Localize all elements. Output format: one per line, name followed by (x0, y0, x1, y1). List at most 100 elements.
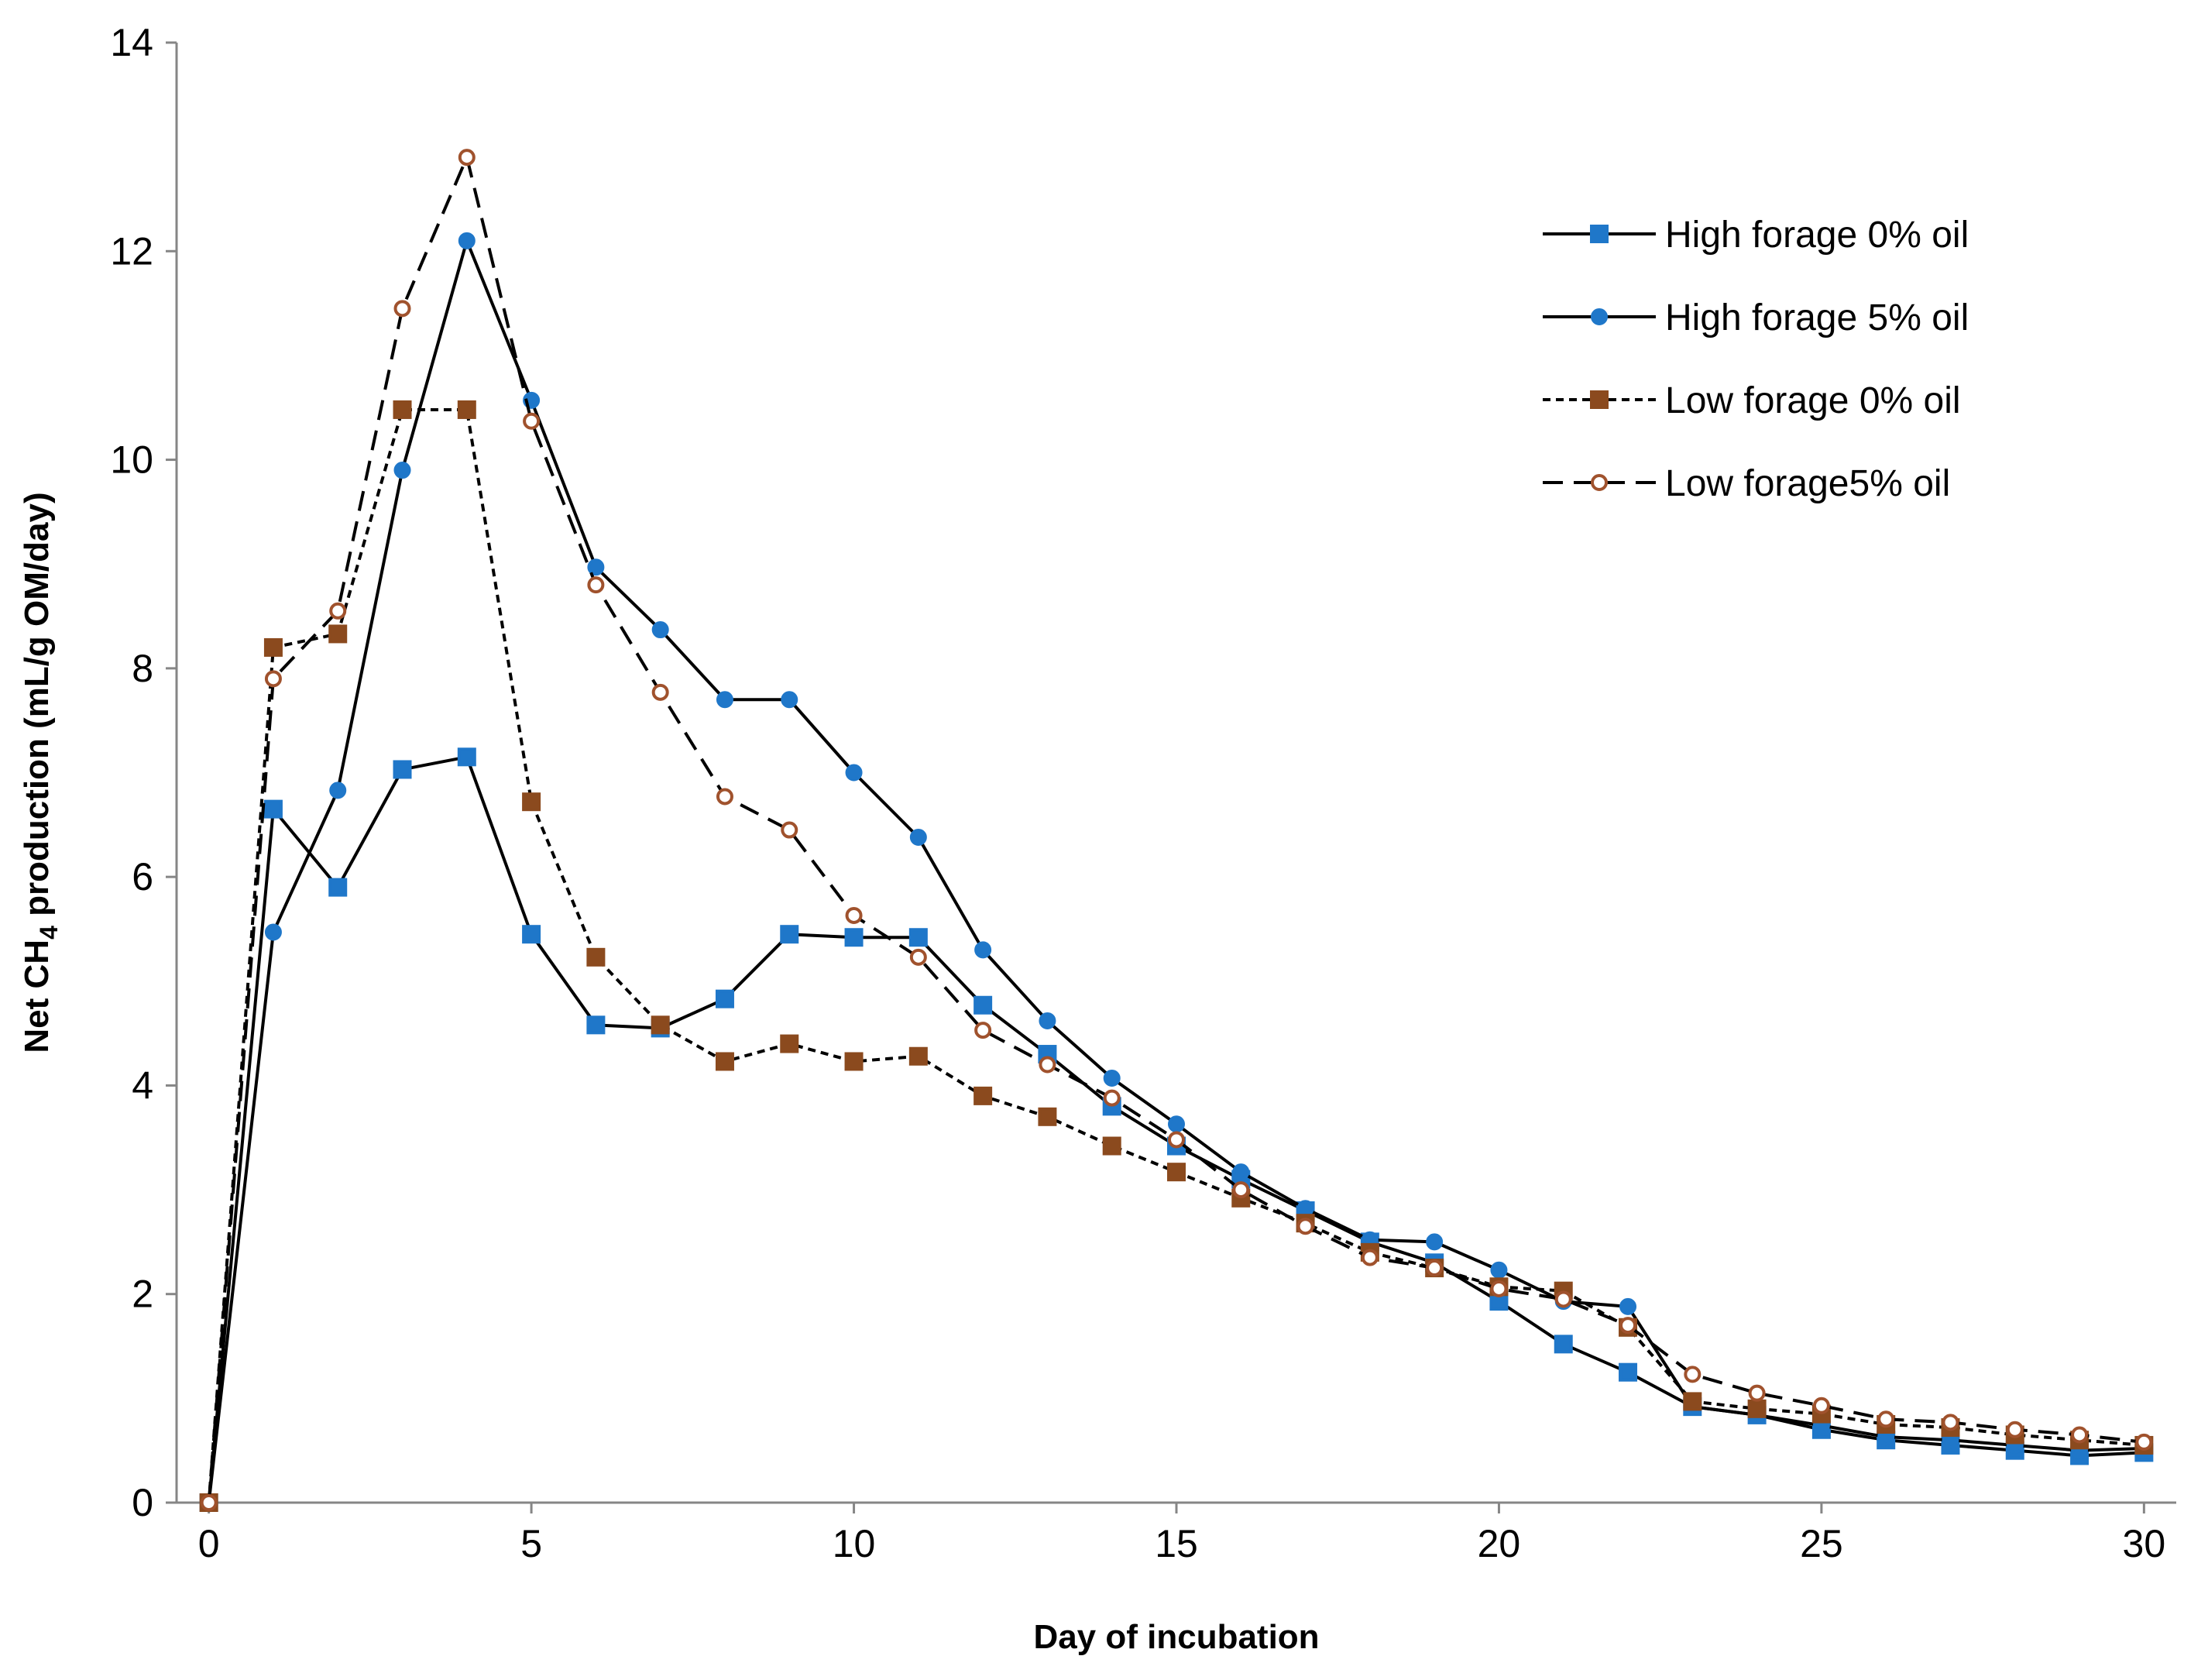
data-point (1747, 1399, 1767, 1418)
x-tick-label: 0 (198, 1522, 220, 1565)
data-point (2135, 1433, 2153, 1451)
legend-marker (1591, 474, 1608, 491)
series-line (207, 156, 2144, 1503)
data-point (1232, 1163, 1250, 1181)
series-line (207, 407, 2144, 1503)
data-point (1877, 1410, 1895, 1428)
data-point (781, 691, 798, 709)
data-point (715, 989, 734, 1008)
legend-label: High forage 5% oil (1665, 297, 1969, 338)
x-tick-label: 10 (833, 1522, 876, 1565)
y-axis-title-subscript: 4 (35, 926, 63, 940)
data-point (2071, 1426, 2089, 1444)
data-point (393, 400, 412, 419)
data-point (1102, 1136, 1121, 1156)
data-point (2006, 1421, 2024, 1438)
data-point (1296, 1218, 1314, 1235)
data-point (1554, 1335, 1573, 1354)
legend-label: Low forage 0% oil (1665, 380, 1961, 421)
data-point (845, 906, 863, 924)
data-point (329, 782, 347, 799)
data-point (1168, 1115, 1185, 1133)
legend-item: Low forage 0% oil (1543, 380, 1961, 421)
legend-label: High forage 0% oil (1665, 215, 1969, 256)
data-point (1103, 1089, 1121, 1107)
legend-item: High forage 0% oil (1543, 215, 1969, 256)
data-point (716, 691, 733, 709)
data-point (1426, 1233, 1444, 1251)
data-point (651, 1015, 670, 1035)
data-point (263, 637, 283, 657)
series-2 (200, 232, 2153, 1511)
data-point (651, 621, 669, 639)
data-point (522, 925, 541, 944)
legend-marker (1590, 225, 1609, 243)
data-point (908, 1046, 928, 1066)
data-point (715, 1052, 734, 1071)
data-point (458, 232, 476, 249)
data-point (393, 462, 411, 479)
legend: High forage 0% oil High forage 5% oil Low … (1543, 215, 1969, 504)
legend-marker (1591, 308, 1608, 325)
data-point (523, 412, 541, 430)
data-point (651, 683, 669, 701)
data-point (1683, 1392, 1702, 1411)
data-point (1232, 1181, 1250, 1199)
y-tick-label: 10 (110, 438, 153, 482)
data-point (1490, 1261, 1508, 1279)
data-point (457, 747, 476, 767)
data-point (1619, 1362, 1638, 1382)
data-point (1942, 1414, 1959, 1431)
data-point (586, 1015, 606, 1035)
y-tick-label: 0 (132, 1481, 153, 1524)
data-point (1038, 1107, 1057, 1126)
data-point (263, 799, 283, 819)
data-point (393, 300, 411, 318)
data-point (909, 828, 927, 846)
x-tick-label: 15 (1155, 1522, 1198, 1565)
data-point (845, 764, 863, 782)
data-point (329, 602, 347, 620)
data-point (1684, 1366, 1701, 1383)
data-point (974, 1022, 992, 1039)
y-tick-label: 14 (110, 21, 153, 64)
data-point (1296, 1200, 1314, 1218)
data-point (200, 1494, 218, 1511)
y-tick-label: 12 (110, 229, 153, 273)
series-line (207, 239, 2144, 1503)
data-point (522, 792, 541, 812)
data-point (974, 1086, 993, 1105)
series-4 (200, 149, 2153, 1511)
data-point (781, 821, 798, 839)
axes: 0 2 4 6 8 10 12 14 0 5 10 15 20 25 30 (110, 21, 2176, 1565)
x-tick-label: 20 (1478, 1522, 1521, 1565)
data-point (587, 576, 605, 594)
legend-label: Low forage5% oil (1665, 463, 1950, 504)
data-point (1490, 1280, 1508, 1297)
data-point (780, 925, 799, 944)
y-axis-title: Net CH4 production (mL/g OM/day) (18, 492, 63, 1053)
x-tick-label: 5 (520, 1522, 542, 1565)
data-point (264, 923, 282, 941)
data-point (1748, 1384, 1766, 1402)
data-point (1812, 1397, 1830, 1414)
y-tick-label: 8 (132, 647, 153, 690)
series-layer (199, 149, 2154, 1512)
data-point (328, 878, 348, 897)
x-tick-label: 30 (2123, 1522, 2166, 1565)
data-point (780, 1034, 799, 1053)
legend-marker (1590, 390, 1609, 409)
y-axis-title-suffix: production (mL/g OM/day) (18, 492, 56, 926)
data-point (908, 928, 928, 947)
data-point (844, 1052, 864, 1071)
y-tick-label: 4 (132, 1063, 153, 1107)
data-point (587, 558, 605, 576)
legend-item: High forage 5% oil (1543, 297, 1969, 338)
y-tick-label: 2 (132, 1273, 153, 1316)
data-point (974, 941, 992, 959)
data-point (1168, 1131, 1185, 1149)
data-point (1039, 1012, 1056, 1029)
data-point (1167, 1163, 1186, 1182)
